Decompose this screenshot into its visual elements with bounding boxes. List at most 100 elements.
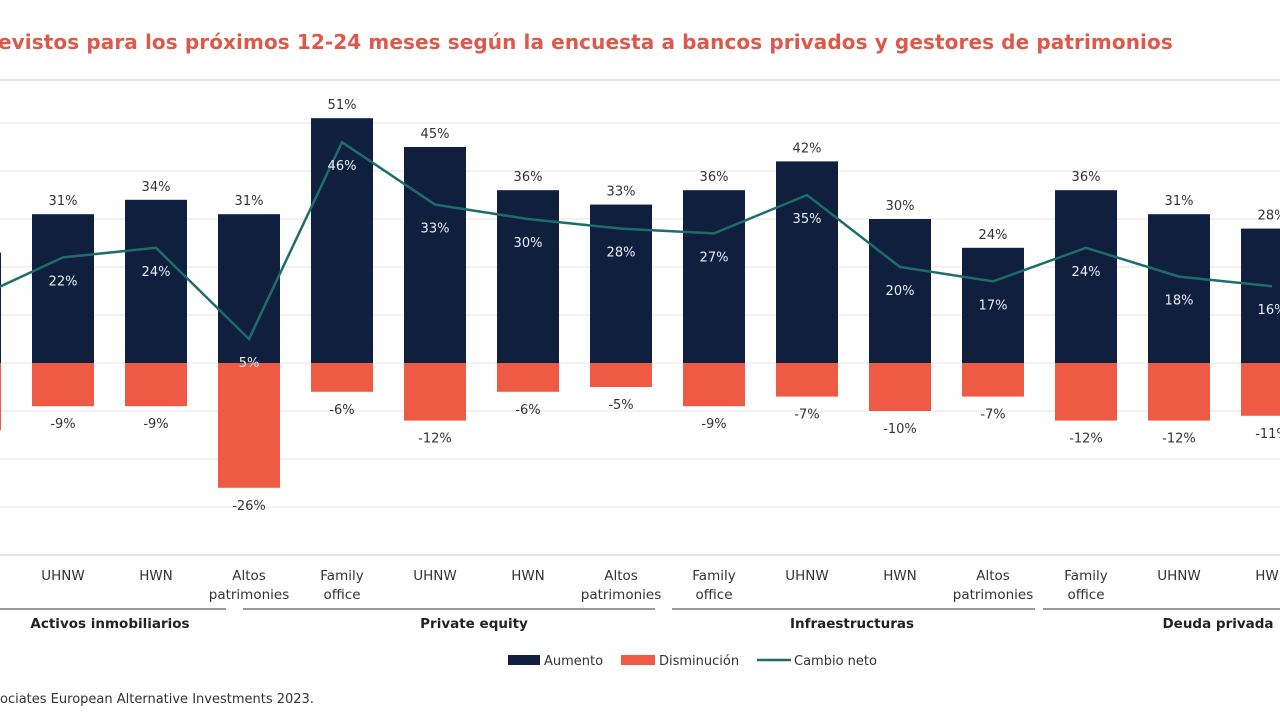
category-label: HWN: [883, 568, 917, 584]
bar-disminucion: [776, 363, 838, 397]
label-aumento: 28%: [1258, 209, 1280, 224]
label-disminucion: -9%: [143, 417, 168, 432]
legend-swatch-disminucion: [621, 655, 655, 665]
bar-disminucion: [218, 363, 280, 488]
category-label: Altos: [604, 568, 638, 584]
group-label: Deuda privada: [1162, 616, 1273, 632]
bar-disminucion: [1241, 363, 1280, 416]
label-cambio-neto: 22%: [49, 274, 78, 289]
label-aumento: 36%: [1072, 170, 1101, 185]
bar-disminucion: [962, 363, 1024, 397]
label-cambio-neto: 17%: [979, 298, 1008, 313]
bar-aumento: [776, 161, 838, 363]
bar-disminucion: [311, 363, 373, 392]
label-cambio-neto: 35%: [793, 212, 822, 227]
bar-disminucion: [869, 363, 931, 411]
bar-disminucion: [32, 363, 94, 407]
group-label: Infraestructuras: [790, 616, 914, 632]
label-disminucion: -26%: [232, 499, 266, 514]
label-cambio-neto: 30%: [514, 236, 543, 251]
label-disminucion: -5%: [608, 398, 633, 413]
label-cambio-neto: 28%: [607, 246, 636, 261]
bar-disminucion: [0, 363, 1, 431]
label-disminucion: -12%: [418, 432, 452, 447]
label-disminucion: -6%: [515, 403, 540, 418]
label-disminucion: -10%: [883, 422, 917, 437]
group-label: Activos inmobiliarios: [30, 616, 189, 632]
legend-disminucion: Disminución: [659, 654, 739, 669]
category-label: patrimonies: [953, 587, 1034, 603]
chart-title: evistos para los próximos 12-24 meses se…: [0, 30, 1173, 54]
label-disminucion: -7%: [980, 408, 1005, 423]
label-cambio-neto: 18%: [1165, 294, 1194, 309]
bar-aumento: [32, 214, 94, 363]
label-aumento: 30%: [886, 199, 915, 214]
bar-aumento: [125, 199, 187, 363]
label-aumento: 51%: [328, 98, 357, 113]
legend-aumento: Aumento: [544, 654, 603, 669]
bar-disminucion: [125, 363, 187, 407]
bar-disminucion: [590, 363, 652, 387]
bar-aumento: [1148, 214, 1210, 363]
label-disminucion: -9%: [701, 417, 726, 432]
label-cambio-neto: 24%: [142, 265, 171, 280]
category-label: UHNW: [413, 568, 456, 584]
bar-aumento: [590, 204, 652, 363]
source-note: ociates European Alternative Investments…: [0, 692, 314, 707]
bar-disminucion: [497, 363, 559, 392]
bar-aumento: [1241, 228, 1280, 363]
category-label: patrimonies: [209, 587, 290, 603]
category-label: Altos: [232, 568, 266, 584]
bar-aumento: [404, 147, 466, 363]
bar-aumento: [0, 252, 1, 363]
label-cambio-neto: 20%: [886, 284, 915, 299]
category-label: UHNW: [41, 568, 84, 584]
legend-cambio-neto: Cambio neto: [794, 654, 877, 669]
category-label: HWN: [1255, 568, 1280, 584]
label-cambio-neto: 5%: [239, 356, 260, 371]
label-disminucion: -7%: [794, 408, 819, 423]
label-disminucion: -12%: [1069, 432, 1103, 447]
category-label: office: [1067, 587, 1104, 603]
label-aumento: 31%: [1165, 194, 1194, 209]
bar-disminucion: [404, 363, 466, 421]
bar-aumento: [683, 190, 745, 363]
category-label: HWN: [139, 568, 173, 584]
bar-disminucion: [1148, 363, 1210, 421]
label-cambio-neto: 16%: [1258, 303, 1280, 318]
bar-aumento: [311, 118, 373, 363]
label-aumento: 36%: [514, 170, 543, 185]
category-label: office: [323, 587, 360, 603]
label-cambio-neto: 33%: [421, 222, 450, 237]
label-aumento: 24%: [979, 228, 1008, 243]
category-label: Family: [692, 568, 735, 584]
legend-swatch-aumento: [508, 655, 540, 665]
label-cambio-neto: 27%: [700, 250, 729, 265]
bar-disminucion: [1055, 363, 1117, 421]
label-aumento: 45%: [421, 127, 450, 142]
label-aumento: 36%: [700, 170, 729, 185]
bar-aumento: [869, 219, 931, 363]
label-aumento: 33%: [607, 185, 636, 200]
category-label: UHNW: [785, 568, 828, 584]
label-aumento: 31%: [235, 194, 264, 209]
bar-aumento: [1055, 190, 1117, 363]
bar-disminucion: [683, 363, 745, 407]
label-cambio-neto: 24%: [1072, 265, 1101, 280]
label-disminucion: -12%: [1162, 432, 1196, 447]
line-cambio-neto: [0, 140, 1273, 342]
category-label: HWN: [511, 568, 545, 584]
category-label: patrimonies: [581, 587, 662, 603]
label-aumento: 31%: [49, 194, 78, 209]
category-label: Family: [1064, 568, 1107, 584]
category-label: Family: [320, 568, 363, 584]
label-disminucion: -11%: [1255, 427, 1280, 442]
label-disminucion: -9%: [50, 417, 75, 432]
category-label: office: [695, 587, 732, 603]
label-aumento: 34%: [142, 180, 171, 195]
label-cambio-neto: 46%: [328, 159, 357, 174]
category-label: UHNW: [1157, 568, 1200, 584]
group-label: Private equity: [420, 616, 528, 632]
bar-aumento: [962, 247, 1024, 363]
